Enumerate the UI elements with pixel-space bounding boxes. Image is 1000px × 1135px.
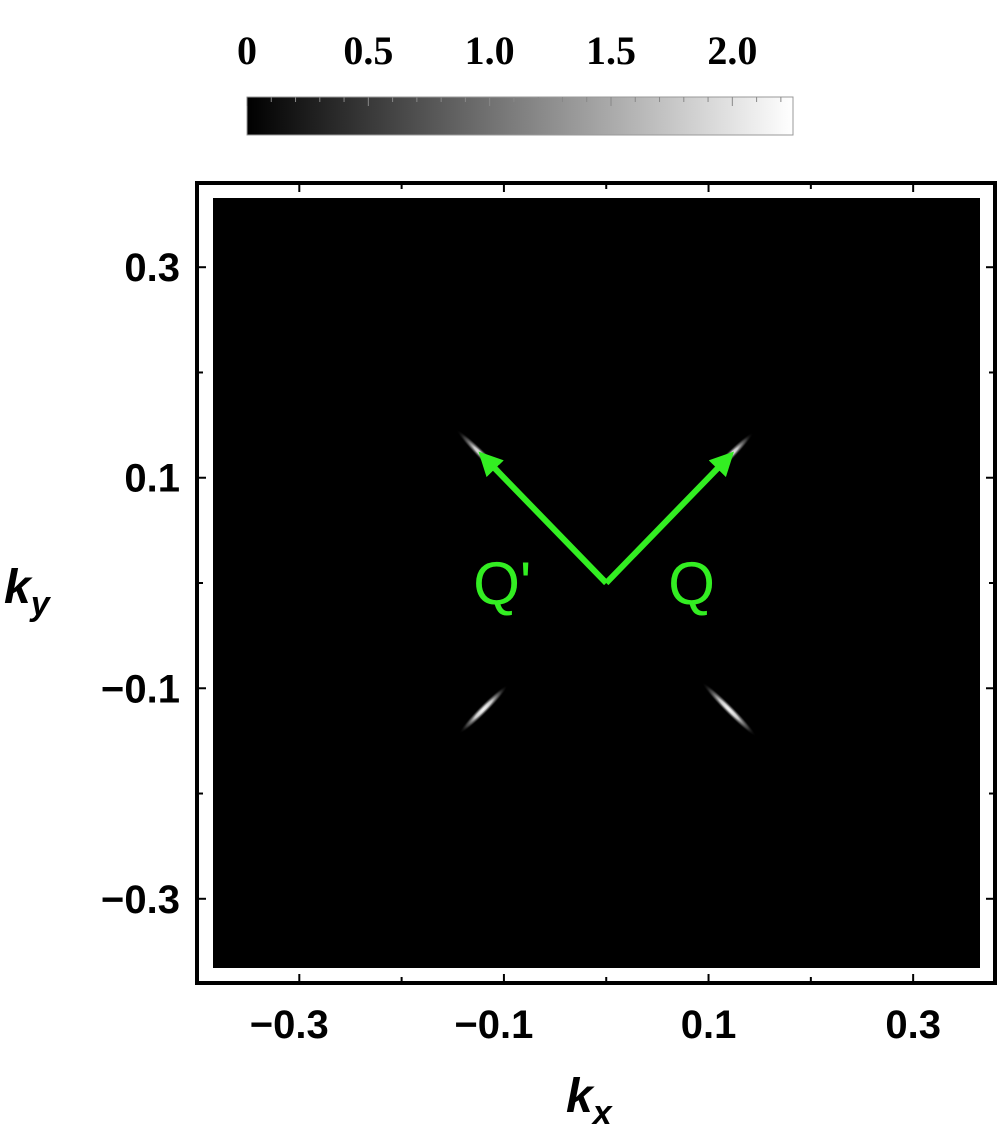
colorbar-tick-label: 2.0 — [707, 28, 757, 73]
annotation-label: Q — [668, 550, 715, 617]
bright-spot — [459, 685, 508, 734]
colorbar-tick-label: 0 — [237, 28, 257, 73]
y-tick-label: −0.1 — [101, 667, 180, 711]
annotations: Q Q' — [473, 451, 735, 617]
annotation-arrow — [604, 451, 735, 586]
bright-spot — [701, 682, 757, 737]
colorbar-tick-labels: 0 0.5 1.0 1.5 2.0 — [237, 28, 757, 73]
y-axis-label-sub: y — [29, 585, 52, 623]
y-tick-labels: 0.3 0.1 −0.1 −0.3 — [101, 246, 180, 922]
x-tick-label: −0.3 — [250, 1003, 329, 1047]
y-axis-label: ky — [4, 561, 52, 623]
x-axis-label-sub: x — [591, 1094, 614, 1132]
colorbar-ticks — [246, 97, 782, 106]
frame-ticks — [197, 183, 995, 983]
x-tick-label: −0.1 — [454, 1003, 533, 1047]
colorbar: 0 0.5 1.0 1.5 2.0 — [237, 28, 794, 136]
y-tick-label: −0.3 — [101, 878, 180, 922]
plot-area — [213, 198, 980, 968]
x-axis-label-main: k — [566, 1070, 595, 1123]
x-tick-labels: −0.3 −0.1 0.1 0.3 — [250, 1003, 941, 1047]
colorbar-tick-label: 0.5 — [343, 28, 393, 73]
x-axis-label: kx — [566, 1070, 614, 1132]
colorbar-tick-label: 1.0 — [465, 28, 515, 73]
x-tick-label: 0.3 — [885, 1003, 941, 1047]
x-tick-label: 0.1 — [681, 1003, 737, 1047]
y-tick-label: 0.3 — [124, 246, 180, 290]
colorbar-tick-label: 1.5 — [586, 28, 636, 73]
y-tick-label: 0.1 — [124, 457, 180, 501]
annotation-arrow — [478, 451, 609, 586]
y-axis-label-main: k — [4, 561, 33, 614]
annotation-label: Q' — [473, 550, 531, 617]
colorbar-gradient — [246, 96, 794, 136]
